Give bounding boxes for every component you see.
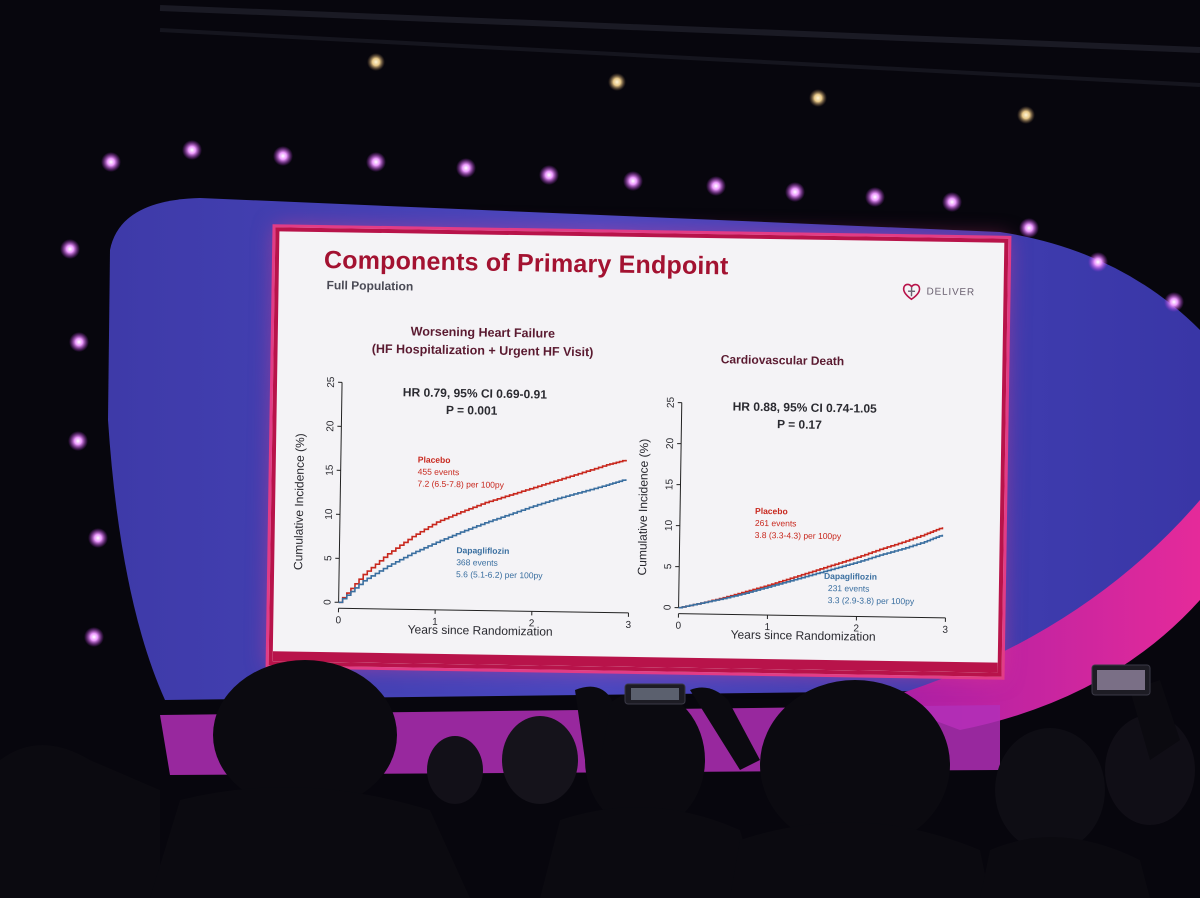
dapagliflozin-label: Dapagliflozin [824,571,877,582]
y-tick-label: 15 [325,464,336,476]
chart-title-line2: (HF Hospitalization + Urgent HF Visit) [372,342,594,359]
placebo-annotation: Placebo 261 events 3.8 (3.3-4.3) per 100… [755,506,842,541]
slide-subtitle: Full Population [326,278,414,294]
dapagliflozin-rate: 5.6 (5.1-6.2) per 100py [456,569,543,580]
x-tick-label: 1 [764,622,770,633]
y-tick-label: 5 [323,555,334,561]
dapagliflozin-annotation: Dapagliflozin 368 events 5.6 (5.1-6.2) p… [456,545,543,580]
slide-title: Components of Primary Endpoint [323,246,729,281]
stage-lights [60,53,1184,647]
chart-cardiovascular-death: Cardiovascular Death HR 0.88, 95% CI 0.7… [635,352,948,643]
hazard-ratio-text: HR 0.79, 95% CI 0.69-0.91 [403,385,548,401]
y-tick-label: 10 [664,519,675,531]
placebo-rate: 3.8 (3.3-4.3) per 100py [755,530,842,541]
y-tick-label: 15 [664,478,675,490]
series-line-placebo [338,459,627,604]
placebo-label: Placebo [755,506,788,517]
x-tick-label: 3 [942,625,948,636]
placebo-label: Placebo [418,455,451,466]
placebo-rate: 7.2 (6.5-7.8) per 100py [417,479,504,490]
y-axis-label: Cumulative Incidence (%) [635,439,651,576]
heart-cross-icon [902,283,921,301]
y-tick-label: 5 [663,563,674,569]
chart-title-line1: Cardiovascular Death [721,352,845,368]
x-tick-label: 0 [675,621,681,632]
y-axis [678,402,683,608]
dapagliflozin-events: 368 events [456,557,498,568]
dapagliflozin-rate: 3.3 (2.9-3.8) per 100py [828,595,915,606]
y-axis [338,382,343,603]
y-tick-label: 25 [326,376,337,388]
y-axis-label: Cumulative Incidence (%) [291,433,307,570]
x-tick-label: 3 [625,620,631,631]
series-line-dapagliflozin [678,534,944,609]
placebo-events: 261 events [755,518,797,529]
y-tick-label: 25 [666,396,677,408]
series-line-placebo [678,527,944,609]
chart-worsening-heart-failure: Worsening Heart Failure (HF Hospitalizat… [291,324,631,638]
chart-title-line1: Worsening Heart Failure [411,324,555,340]
x-tick-label: 0 [335,615,341,626]
hazard-ratio-text: HR 0.88, 95% CI 0.74-1.05 [733,399,878,415]
y-tick-label: 20 [325,420,336,432]
y-tick-label: 10 [324,508,335,520]
logo-text: DELIVER [926,286,976,298]
p-value-text: P = 0.17 [777,417,822,432]
x-axis [678,613,946,619]
placebo-events: 455 events [418,467,460,478]
y-tick-label: 0 [663,604,674,610]
dapagliflozin-events: 231 events [828,583,870,594]
series-line-dapagliflozin [338,479,627,604]
deliver-logo: DELIVER [900,279,975,304]
placebo-annotation: Placebo 455 events 7.2 (6.5-7.8) per 100… [417,455,504,490]
x-tick-label: 2 [853,623,859,634]
x-axis-label: Years since Randomization [731,627,876,643]
presentation-slide: Components of Primary Endpoint Full Popu… [268,227,1009,677]
dapagliflozin-label: Dapagliflozin [456,545,509,556]
x-tick-label: 2 [529,618,535,629]
x-axis [338,607,629,614]
x-axis-label: Years since Randomization [408,622,553,638]
y-tick-label: 0 [323,599,334,605]
y-tick-label: 20 [665,437,676,449]
p-value-text: P = 0.001 [446,403,498,418]
x-tick-label: 1 [432,617,438,628]
dapagliflozin-annotation: Dapagliflozin 231 events 3.3 (2.9-3.8) p… [824,571,915,606]
